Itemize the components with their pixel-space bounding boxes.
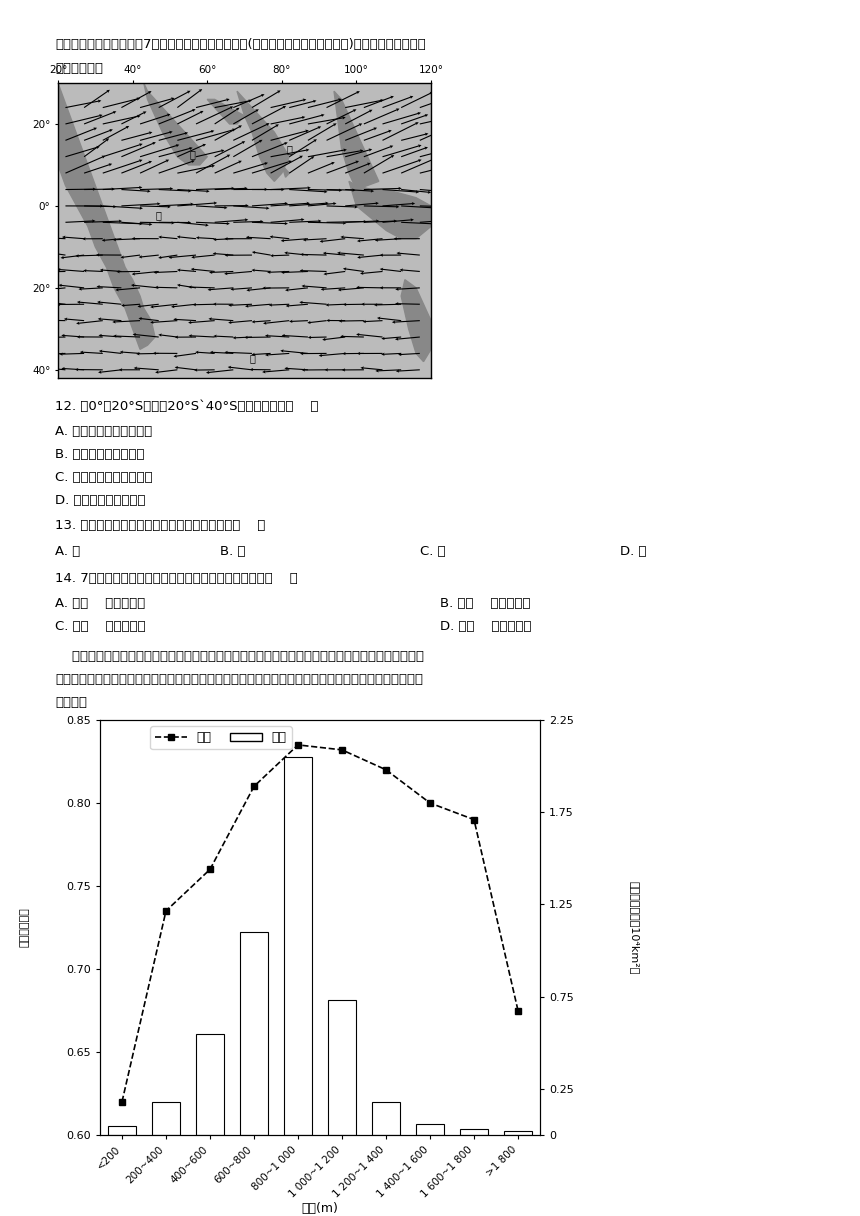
Bar bbox=[415, 1124, 445, 1135]
Bar bbox=[504, 1131, 532, 1135]
Text: 丁: 丁 bbox=[249, 354, 255, 364]
Text: C. 升高    蒸发量变大: C. 升高 蒸发量变大 bbox=[55, 620, 145, 634]
Bar bbox=[240, 933, 268, 1135]
Text: 质量变化的有效指标。下图示意长白山地区不同高程植被盖度均值及植被覆盖面积变化状况。据此完成下: 质量变化的有效指标。下图示意长白山地区不同高程植被盖度均值及植被覆盖面积变化状况… bbox=[55, 672, 423, 686]
Text: C. 混合层平均水平流速大: C. 混合层平均水平流速大 bbox=[55, 471, 152, 484]
Text: C. 丙: C. 丙 bbox=[420, 545, 445, 558]
Text: 下图示意印度洋多年平均7月混合层平均水平流速矢量(流体水平平流的方向和强度)的平面分布。据此完: 下图示意印度洋多年平均7月混合层平均水平流速矢量(流体水平平流的方向和强度)的平… bbox=[55, 38, 426, 51]
Bar bbox=[284, 756, 312, 1135]
Text: D. 降低    低盐水注入: D. 降低 低盐水注入 bbox=[440, 620, 531, 634]
Bar bbox=[328, 1001, 356, 1135]
Text: D. 蒸发较弱，盐度较高: D. 蒸发较弱，盐度较高 bbox=[55, 494, 145, 507]
X-axis label: 海拔(m): 海拔(m) bbox=[302, 1201, 339, 1215]
Bar bbox=[196, 1034, 224, 1135]
Bar bbox=[460, 1130, 488, 1135]
Text: B. 乙: B. 乙 bbox=[220, 545, 245, 558]
Polygon shape bbox=[401, 280, 431, 361]
Text: B. 降低    降水量增大: B. 降低 降水量增大 bbox=[440, 597, 531, 610]
Legend: 均值, 面积: 均值, 面积 bbox=[150, 726, 292, 749]
Polygon shape bbox=[237, 91, 289, 181]
Polygon shape bbox=[282, 165, 289, 178]
Text: B. 降水较多，盐度较低: B. 降水较多，盐度较低 bbox=[55, 447, 144, 461]
Text: A. 升高    径流量减少: A. 升高 径流量减少 bbox=[55, 597, 145, 610]
Bar bbox=[151, 1102, 181, 1135]
Text: 成下面小题。: 成下面小题。 bbox=[55, 62, 103, 75]
Text: 丙: 丙 bbox=[156, 210, 162, 220]
Y-axis label: 植被覆盖面积（10⁴km²）: 植被覆盖面积（10⁴km²） bbox=[630, 880, 640, 974]
Y-axis label: 植被盖度均值: 植被盖度均值 bbox=[20, 907, 29, 947]
Polygon shape bbox=[58, 83, 155, 349]
Polygon shape bbox=[144, 83, 207, 165]
Text: 12. 与0°～20°S相比，20°S`40°S的印度洋海域（    ）: 12. 与0°～20°S相比，20°S`40°S的印度洋海域（ ） bbox=[55, 400, 318, 413]
Text: 甲: 甲 bbox=[286, 145, 292, 154]
Text: 13. 推测印度洋混合层平均盐度最高的海域位于（    ）: 13. 推测印度洋混合层平均盐度最高的海域位于（ ） bbox=[55, 519, 266, 531]
Text: A. 盐度的水平梯度变化小: A. 盐度的水平梯度变化小 bbox=[55, 426, 152, 438]
Text: 植被盖度指植被地上部分在地面的垂直投影面积占研究区总面积的比例，是衡量陆表植被状况与环境: 植被盖度指植被地上部分在地面的垂直投影面积占研究区总面积的比例，是衡量陆表植被状… bbox=[55, 651, 424, 663]
Polygon shape bbox=[349, 181, 431, 238]
Polygon shape bbox=[207, 100, 244, 124]
Bar bbox=[108, 1126, 136, 1135]
Text: A. 甲: A. 甲 bbox=[55, 545, 80, 558]
Text: 面小题。: 面小题。 bbox=[55, 696, 87, 709]
Bar bbox=[372, 1102, 400, 1135]
Text: D. 丁: D. 丁 bbox=[620, 545, 647, 558]
Text: 14. 7月，阿拉伯海西部海域盐度变化趋势及原因分别是（    ）: 14. 7月，阿拉伯海西部海域盐度变化趋势及原因分别是（ ） bbox=[55, 572, 298, 585]
Polygon shape bbox=[334, 91, 378, 190]
Text: 乙: 乙 bbox=[189, 148, 195, 159]
